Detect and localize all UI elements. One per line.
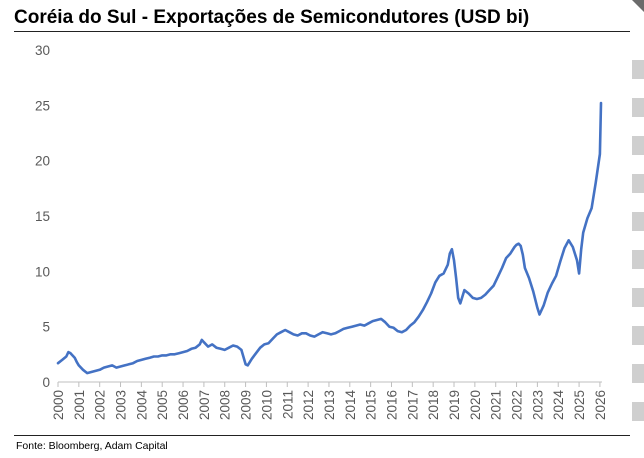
x-tick-label: 2008: [218, 390, 233, 420]
chart-title: Coréia do Sul - Exportações de Semicondu…: [14, 6, 630, 32]
y-tick-label: 30: [35, 43, 50, 58]
x-tick-label: 2003: [114, 390, 129, 420]
edge-bar: [632, 402, 644, 421]
x-tick-label: 2018: [426, 390, 441, 420]
y-tick-label: 20: [35, 154, 50, 169]
x-tick-label: 2012: [301, 390, 316, 420]
x-tick-label: 2017: [405, 390, 420, 420]
x-tick-label: 2005: [155, 390, 170, 420]
y-tick-label: 0: [42, 375, 50, 390]
chart-area: 0 5 10 15 20 25 30 2000 2001 2002 2003 2004 2005 2006…: [12, 36, 622, 434]
edge-decoration: [632, 60, 644, 440]
y-tick-label: 25: [35, 98, 50, 113]
edge-bar: [632, 364, 644, 383]
x-tick-label: 2026: [593, 390, 608, 420]
x-tick-label: 2010: [259, 390, 274, 420]
x-tick-label: 2025: [572, 390, 587, 420]
edge-bar: [632, 60, 644, 79]
x-tick-label: 2007: [197, 390, 212, 420]
edge-bar: [632, 136, 644, 155]
edge-bar: [632, 250, 644, 269]
edge-bar: [632, 212, 644, 231]
edge-bar: [632, 174, 644, 193]
x-tick-label: 2022: [510, 390, 525, 420]
x-tick-label: 2013: [322, 390, 337, 420]
edge-bar: [632, 98, 644, 117]
x-tick-label: 2001: [72, 390, 87, 420]
y-tick-label: 10: [35, 264, 50, 279]
x-tick-label: 2009: [239, 390, 254, 420]
x-tick-label: 2004: [134, 390, 149, 421]
x-tick-label: 2021: [489, 390, 504, 420]
x-tick-label: 2019: [447, 390, 462, 420]
x-tick-label: 2000: [51, 390, 66, 420]
x-tick-label: 2020: [468, 390, 483, 420]
source-note: Fonte: Bloomberg, Adam Capital: [16, 440, 168, 452]
series-line-0: [56, 101, 603, 375]
y-tick-label: 15: [35, 209, 50, 224]
x-tick-label: 2006: [176, 390, 191, 420]
x-tick-label: 2011: [280, 390, 295, 419]
x-tick-label: 2002: [93, 390, 108, 420]
x-tick-label: 2014: [343, 390, 358, 421]
x-tick-label: 2016: [384, 390, 399, 420]
corner-decoration: [632, 0, 644, 12]
x-tick-label: 2023: [530, 390, 545, 420]
edge-bar: [632, 288, 644, 307]
edge-bar: [632, 326, 644, 345]
footer-divider: [14, 435, 630, 436]
x-tick-label: 2024: [551, 390, 566, 421]
x-tick-label: 2015: [364, 390, 379, 420]
y-tick-label: 5: [42, 320, 50, 335]
